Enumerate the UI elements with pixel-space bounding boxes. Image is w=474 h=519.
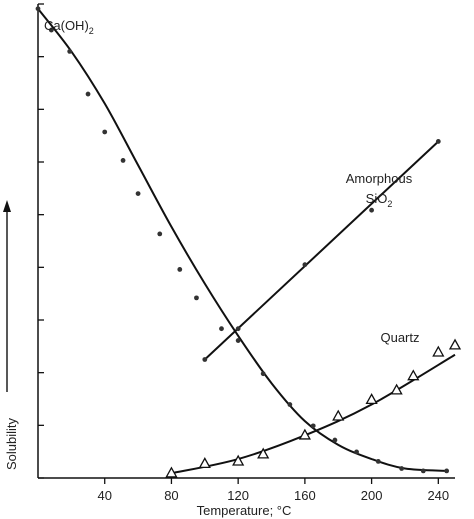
quartz-point	[298, 428, 311, 440]
amorphous-sio2-point	[369, 207, 374, 213]
amorphous-sio2-label-line1: Amorphous	[346, 171, 413, 186]
ca-oh-2-point	[260, 371, 266, 377]
x-tick-label: 40	[97, 488, 111, 503]
ca-oh-2-label: Ca(OH)2	[44, 18, 94, 36]
ca-oh-2-point	[354, 449, 359, 455]
ca-oh-2-point	[135, 191, 141, 197]
ca-oh-2-point	[444, 468, 450, 474]
ca-oh-2-point	[177, 267, 183, 272]
fit-curves	[37, 8, 456, 475]
quartz-point	[198, 457, 211, 469]
ca-oh-2-point	[67, 49, 73, 54]
x-axis-title: Temperature; °C	[197, 503, 292, 518]
quartz-point	[232, 454, 245, 466]
ca-oh-2-point	[332, 437, 338, 443]
quartz-point	[165, 466, 178, 478]
y-axis-title-group: Solubility	[3, 200, 19, 470]
ca-oh-2-point	[219, 326, 224, 332]
amorphous-sio2-curve	[204, 140, 440, 361]
quartz-point	[257, 447, 270, 459]
ca-oh-2-point	[102, 129, 108, 135]
ca-oh-2-point	[157, 231, 163, 237]
quartz-label: Quartz	[380, 330, 419, 345]
ca-oh-2-curve	[37, 8, 447, 472]
ca-oh-2-point	[375, 459, 381, 464]
x-tick-label: 160	[294, 488, 316, 503]
quartz-point	[332, 409, 345, 421]
x-tick-label: 200	[361, 488, 383, 503]
ca-oh-2-point	[194, 295, 199, 301]
amorphous-sio2-point	[435, 139, 441, 144]
ca-oh-2-point	[85, 91, 91, 97]
quartz-point	[390, 383, 403, 395]
quartz-point	[407, 369, 420, 381]
quartz-point	[365, 393, 378, 405]
series-labels: Ca(OH)2 Amorphous SiO2 Quartz	[44, 18, 420, 345]
ca-oh-2-point	[420, 468, 426, 474]
x-tick-label: 120	[227, 488, 249, 503]
ca-oh-2-point	[120, 158, 126, 163]
x-tick-label: 80	[164, 488, 178, 503]
ca-oh-2-point	[399, 466, 405, 471]
axes	[37, 4, 455, 479]
amorphous-sio2-point	[202, 357, 208, 362]
ca-oh-2-point	[287, 402, 293, 407]
ca-oh-2-point	[235, 338, 241, 343]
x-axis-ticks: 40 80 120 160 200 240	[97, 478, 449, 503]
ca-oh-2-point	[48, 27, 54, 33]
ca-oh-2-point	[35, 6, 41, 12]
amorphous-sio2-point	[302, 262, 308, 268]
quartz-point	[448, 338, 462, 350]
amorphous-sio2-point	[235, 326, 241, 332]
quartz-point	[432, 345, 445, 357]
y-axis-title: Solubility	[4, 417, 19, 470]
y-axis-ticks	[38, 3, 44, 479]
ca-oh-2-point	[310, 423, 316, 429]
y-axis-arrow-head	[3, 200, 11, 212]
data-points	[35, 6, 462, 478]
amorphous-sio2-label: SiO2	[366, 191, 393, 209]
x-tick-label: 240	[427, 488, 449, 503]
